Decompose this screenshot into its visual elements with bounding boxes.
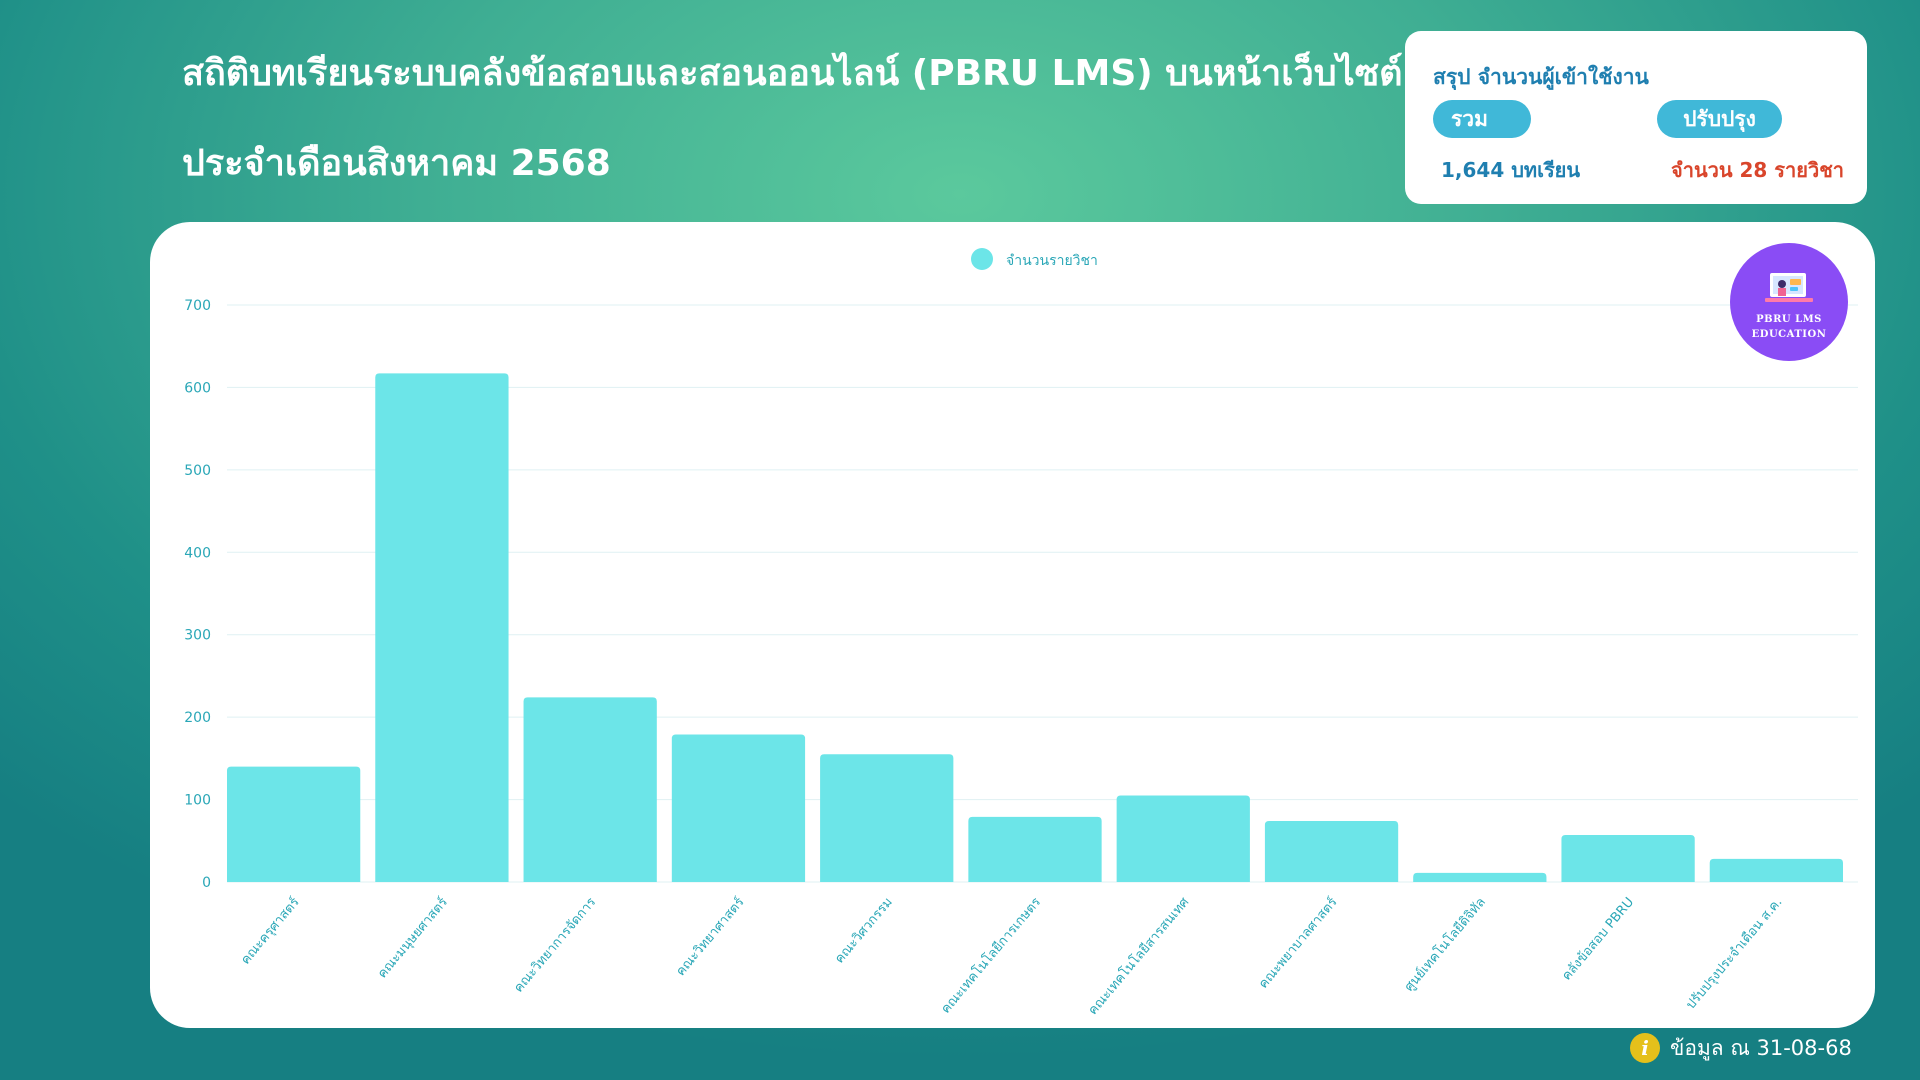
logo-text-line1: PBRU LMS	[1756, 314, 1822, 325]
y-tick-label: 200	[184, 710, 211, 726]
legend-label: จำนวนรายวิชา	[1006, 253, 1098, 269]
bar-chart: 0 100 200 300 400 500 600 700 คณะครุศาสตร์ คณะมนุ…	[184, 248, 1858, 1018]
x-tick-label: คณะเทคโนโลยีสารสนเทศ	[1085, 894, 1193, 1018]
x-tick-label: ปรับปรุงประจำเดือน ส.ค.	[1683, 894, 1786, 1012]
bar	[375, 373, 509, 882]
bar	[1561, 835, 1695, 882]
x-tick-label: คณะเทคโนโลยีการเกษตร	[938, 894, 1044, 1016]
pbru-lms-logo: PBRU LMS EDUCATION	[1730, 243, 1848, 361]
bar	[1264, 821, 1399, 882]
data-date-note: ข้อมูล ณ 31-08-68	[1670, 1035, 1852, 1060]
legend-swatch	[971, 248, 993, 270]
x-tick-label: ศูนย์เทคโนโลยีดิจิทัล	[1401, 894, 1489, 994]
x-tick-label: คณะวิศวกรรม	[832, 895, 896, 967]
bar	[1116, 795, 1250, 882]
page-title: สถิติบทเรียนระบบคลังข้อสอบและสอนออนไลน์ …	[182, 53, 1403, 94]
y-tick-label: 400	[184, 545, 211, 561]
y-tick-label: 500	[184, 463, 211, 479]
x-tick-label: คณะครุศาสตร์	[238, 894, 303, 967]
bar	[820, 754, 954, 882]
y-tick-label: 0	[202, 875, 211, 891]
bar	[671, 734, 806, 882]
y-tick-label: 600	[184, 380, 211, 396]
x-tick-label: คณะวิทยาศาสตร์	[673, 894, 748, 979]
total-value: 1,644 บทเรียน	[1441, 158, 1581, 182]
y-tick-label: 700	[184, 298, 211, 314]
x-tick-label: คณะวิทยาการจัดการ	[511, 895, 599, 996]
footer-note: i ข้อมูล ณ 31-08-68	[1630, 1033, 1852, 1063]
update-value: จำนวน 28 รายวิชา	[1671, 158, 1845, 182]
x-tick-label: คณะมนุษยศาสตร์	[374, 894, 451, 981]
bar	[1709, 858, 1843, 882]
y-tick-label: 300	[184, 628, 211, 644]
bar	[968, 816, 1102, 882]
page-subtitle: ประจำเดือนสิงหาคม 2568	[182, 143, 611, 184]
update-badge: ปรับปรุง	[1657, 100, 1782, 138]
info-icon: i	[1630, 1033, 1660, 1063]
bar	[1413, 872, 1547, 882]
x-tick-label: คณะพยาบาลศาสตร์	[1255, 894, 1340, 991]
summary-card: สรุป จำนวนผู้เข้าใช้งาน รวม ปรับปรุง 1,6…	[1405, 31, 1867, 204]
laptop-icon	[1765, 273, 1813, 302]
summary-title: สรุป จำนวนผู้เข้าใช้งาน	[1433, 65, 1649, 89]
total-badge: รวม	[1433, 100, 1531, 138]
x-tick-label: คลังข้อสอบ PBRU	[1559, 895, 1637, 984]
y-tick-label: 100	[184, 793, 211, 809]
chart-card: 0 100 200 300 400 500 600 700 คณะครุศาสตร์ คณะมนุ…	[150, 222, 1875, 1028]
bar	[227, 766, 361, 882]
logo-text-line2: EDUCATION	[1751, 329, 1827, 340]
bar	[523, 697, 657, 882]
